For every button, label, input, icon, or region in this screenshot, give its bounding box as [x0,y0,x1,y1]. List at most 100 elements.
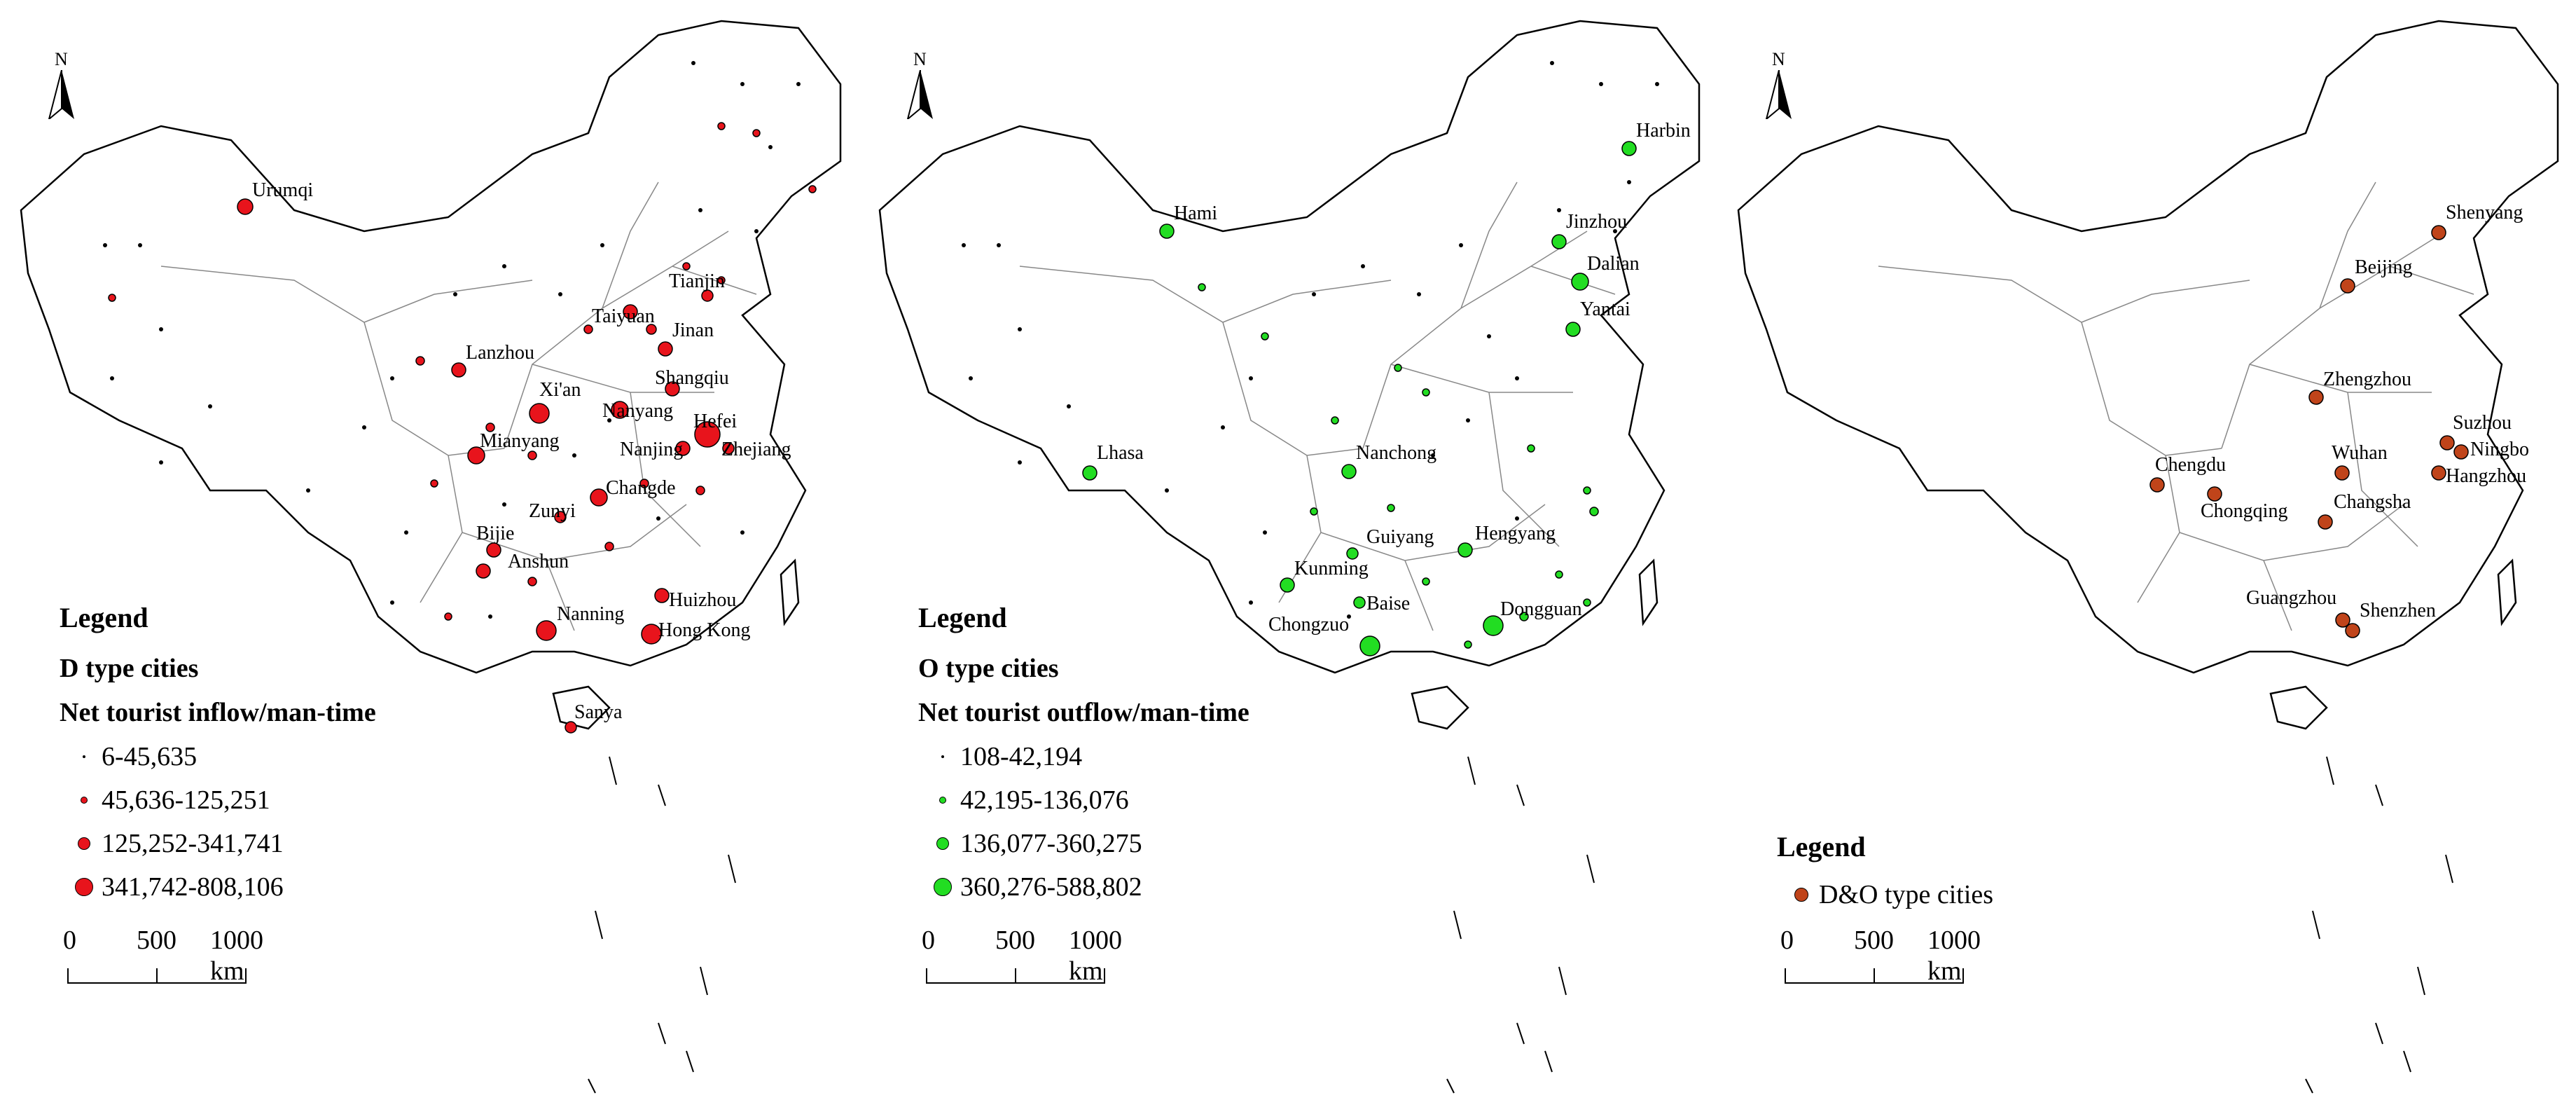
city-label-nanning: Nanning [557,603,624,625]
city-marker-baise [1353,596,1366,609]
north-arrow: N [1759,49,1801,126]
taiwan-island [780,558,800,626]
city-marker-nanjing [675,441,691,456]
city-label-harbin: Harbin [1636,120,1691,142]
north-arrow-icon [906,70,933,119]
city-label-xian: Xi'an [539,379,581,401]
city-label-kunming: Kunming [1294,558,1369,579]
city-label-dongguan: Dongguan [1500,598,1582,620]
city-label-hengyang: Hengyang [1475,523,1556,544]
city-marker-zunyi [554,511,567,523]
legend-symbol [78,837,90,850]
legend-class-label: 42,195-136,076 [960,785,1129,815]
north-arrow: N [42,49,84,126]
city-marker-hangzhou [2431,465,2446,481]
city-label-hangzhou: Hangzhou [2446,465,2526,487]
city-label-ningbo: Ningbo [2470,439,2529,460]
city-label-baise: Baise [1366,593,1410,614]
legend-class-label: 360,276-588,802 [960,872,1142,902]
hainan-island [2269,685,2328,730]
city-marker-chongzuo [1359,635,1380,656]
city-marker-urumqi [237,198,254,215]
north-arrow-icon [48,70,74,119]
legend-class-2: 45,636-125,251 [67,785,270,816]
city-marker-suzhou [2439,435,2455,451]
legend-symbol [83,755,85,758]
province-boundaries [160,181,757,631]
scale-label-1000: 1000 km [1927,926,1981,986]
legend-class-label: 136,077-360,275 [960,829,1142,858]
city-label-tianjin: Tianjin [669,270,725,292]
north-arrow: N [901,49,943,126]
legend-type-label: D type cities [60,654,199,683]
legend-class-3: 136,077-360,275 [925,828,1142,859]
legend-symbol [941,755,944,758]
china-outline [20,20,842,674]
legend-class-1: D&O type cities [1784,879,1993,910]
hainan-island [1411,685,1469,730]
city-labels: Urumqi Lanzhou Taiyuan Tianjin Jinan Sha… [252,179,791,723]
scale-label-0: 0 [1780,926,1794,955]
city-marker-kunming [1280,577,1295,593]
legend-class-label: 108-42,194 [960,742,1083,771]
china-outline [1737,20,2559,674]
city-label-bijie: Bijie [476,523,514,544]
city-label-jinzhou: Jinzhou [1566,211,1627,233]
city-marker-chengdu [2149,477,2165,493]
city-marker-jinzhou [1551,234,1567,249]
scale-bar: 0 500 1000 km [63,925,263,988]
legend-class-label: 6-45,635 [102,742,198,771]
china-map: Urumqi Lanzhou Taiyuan Tianjin Jinan Sha… [20,20,842,1094]
city-label-chongqing: Chongqing [2201,500,2287,522]
scale-label-0: 0 [922,926,935,955]
city-marker-beijing [2340,278,2355,294]
city-marker-taiyuan [623,304,638,319]
city-label-sanya: Sanya [574,701,623,723]
china-map: Harbin Hami Jinzhou Dalian Yantai Lhasa … [878,20,1701,1094]
city-marker-ningbo [2453,444,2469,460]
legend-symbol [939,797,946,804]
map-panel-o-type: Harbin Hami Jinzhou Dalian Yantai Lhasa … [859,0,1717,1100]
legend-symbol [75,878,93,896]
legend-symbol [936,837,949,850]
city-label-zhejiang: Zhejiang [721,439,791,460]
city-marker-chongqing [2207,486,2222,502]
legend-measure-label: Net tourist outflow/man-time [918,698,1249,727]
legend-symbol [934,878,952,896]
city-marker-changsha [2318,514,2333,530]
city-label-lanzhou: Lanzhou [466,342,534,364]
legend-class-4: 360,276-588,802 [925,872,1142,902]
city-label-chongzuo: Chongzuo [1268,614,1349,635]
scale-label-0: 0 [63,926,76,955]
city-label-beijing: Beijing [2355,256,2412,278]
city-marker-shenyang [2431,225,2446,240]
city-marker-tianjin [701,289,714,302]
scale-label-1000: 1000 km [1069,926,1122,986]
city-label-anshun: Anshun [508,551,569,572]
city-label-changde: Changde [606,477,676,499]
taiwan-island [1638,558,1659,626]
legend-class-label: D&O type cities [1819,880,1994,909]
city-label-nanyang: Nanyang [602,400,673,422]
legend-class-label: 341,742-808,106 [102,872,284,902]
city-label-shangqiu: Shangqiu [655,367,729,389]
scale-label-1000: 1000 km [210,926,263,986]
city-label-jinan: Jinan [672,319,714,341]
city-marker-xian [529,403,550,424]
legend-measure-label: Net tourist inflow/man-time [60,698,376,727]
city-markers [1082,141,1637,656]
city-marker-shenzhen [2345,623,2360,638]
city-markers [108,122,817,734]
city-label-nanjing: Nanjing [620,439,683,460]
city-marker-lhasa [1082,465,1097,481]
city-label-nanchong: Nanchong [1356,442,1436,464]
legend-type-label: O type cities [918,654,1059,683]
city-marker-hong-kong [641,624,662,645]
south-china-sea-islands [588,756,736,1094]
scale-bar: 0 500 1000 km [922,925,1122,988]
city-marker-guangzhou [2335,612,2350,628]
city-label-suzhou: Suzhou [2453,412,2512,434]
city-label-guiyang: Guiyang [1366,526,1434,548]
legend-class-4: 341,742-808,106 [67,872,284,902]
province-boundaries [1878,181,2474,631]
